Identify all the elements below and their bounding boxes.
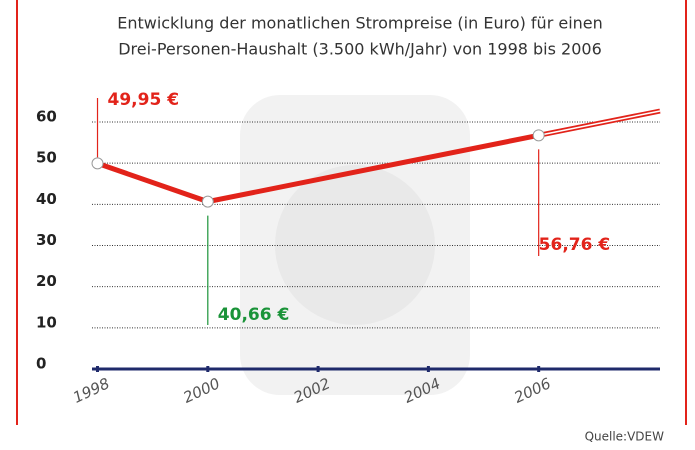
chart: Entwicklung der monatlichen Strompreise … <box>0 0 695 450</box>
chart-title: Entwicklung der monatlichen Strompreise … <box>117 14 603 33</box>
y-tick-label: 20 <box>36 272 57 290</box>
point <box>202 196 213 207</box>
x-tick-label: 2000 <box>180 374 222 406</box>
value-label: 56,76 € <box>539 235 611 255</box>
source: Quelle:VDEW <box>585 430 665 444</box>
y-tick-label: 40 <box>36 190 57 208</box>
y-tick-label: 10 <box>36 313 57 331</box>
y-tick-label: 0 <box>36 355 46 373</box>
trend-extension-inner <box>539 111 660 135</box>
y-tick-label: 50 <box>36 149 57 167</box>
y-tick-label: 30 <box>36 231 57 249</box>
point <box>92 158 103 169</box>
x-tick-label: 2006 <box>511 374 553 406</box>
x-tick-label: 1998 <box>70 374 112 406</box>
chart-title: Drei-Personen-Haushalt (3.500 kWh/Jahr) … <box>118 40 602 59</box>
y-tick-label: 60 <box>36 108 57 126</box>
value-label: 40,66 € <box>218 305 290 325</box>
point <box>533 130 544 141</box>
value-label: 49,95 € <box>108 90 180 110</box>
